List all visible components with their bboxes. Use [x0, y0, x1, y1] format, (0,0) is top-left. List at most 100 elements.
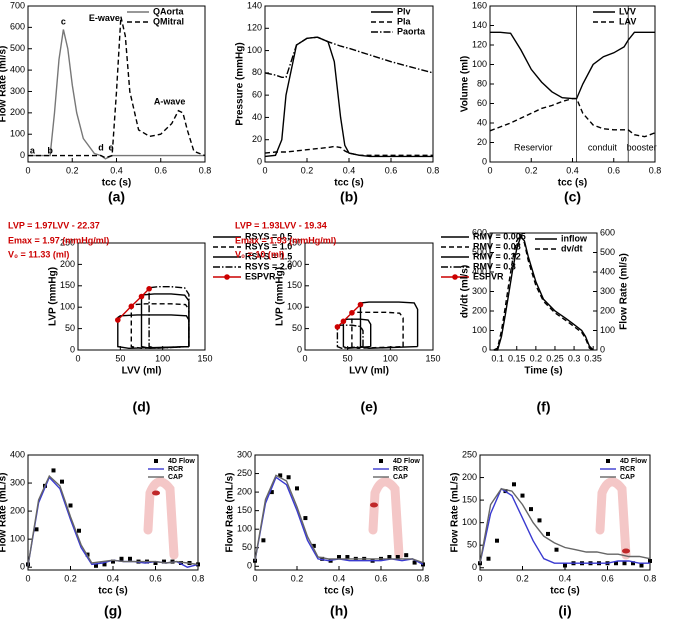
y2-tick-label: 300 — [600, 286, 615, 296]
y-tick-label: 200 — [287, 259, 302, 269]
legend-label: RSYS = 1.5 — [245, 251, 292, 261]
y2-tick-label: 400 — [600, 266, 615, 276]
y-tick-label: 0 — [482, 156, 487, 166]
y-tick-label: 100 — [462, 517, 477, 527]
y-tick-label: 0 — [472, 562, 477, 572]
point — [68, 503, 73, 508]
point — [554, 547, 559, 552]
legend-marker — [379, 459, 383, 463]
phase-label: booster — [627, 142, 657, 152]
aorta-spot — [622, 548, 630, 554]
series-line — [28, 16, 206, 159]
legend-label: QAorta — [153, 6, 184, 16]
point — [94, 563, 98, 568]
y-tick-label: 400 — [10, 64, 25, 74]
y2-tick-label: 200 — [600, 305, 615, 315]
y-tick-label: 100 — [10, 129, 25, 139]
x-tick-label: 0.8 — [192, 573, 205, 583]
series-line — [490, 31, 655, 100]
legend-label: QMitral — [153, 16, 184, 26]
point — [60, 479, 64, 484]
phase-label: conduit — [588, 142, 618, 152]
x-tick-label: 0.3 — [568, 353, 581, 363]
series-line — [493, 235, 594, 351]
plot-frame — [489, 5, 656, 163]
x-tick-label: 0 — [75, 353, 80, 363]
point — [337, 555, 341, 560]
y-tick-label: 400 — [472, 266, 487, 276]
x-tick-label: 0 — [487, 165, 492, 175]
y-tick-label: 80 — [477, 78, 487, 88]
legend-label: Pla — [397, 16, 412, 26]
point — [357, 301, 364, 308]
x-tick-label: 0.4 — [107, 573, 120, 583]
legend-label: CAP — [393, 474, 408, 481]
x-tick-label: 0.25 — [546, 353, 564, 363]
series-line — [351, 311, 404, 350]
point — [128, 556, 132, 561]
y-tick-label: 50 — [242, 542, 252, 552]
legend-label: 4D Flow — [168, 458, 195, 465]
point — [486, 556, 491, 561]
point — [563, 563, 567, 568]
point — [119, 556, 124, 561]
plot-frame — [77, 242, 206, 351]
x-tick-label: 0.8 — [417, 573, 430, 583]
point — [520, 493, 525, 498]
point — [269, 490, 274, 495]
x-tick-label: 0.4 — [333, 573, 346, 583]
legend-label: RMV = 0.32 — [473, 251, 521, 261]
point — [111, 559, 115, 564]
y-tick-label: 100 — [472, 59, 487, 69]
y-tick-label: 500 — [472, 247, 487, 257]
point — [153, 560, 158, 565]
y-tick-label: 140 — [472, 20, 487, 30]
x-tick-label: 0.4 — [343, 165, 356, 175]
point — [495, 538, 499, 543]
aorta-icon — [368, 477, 404, 560]
point — [128, 303, 135, 310]
panel-label: (h) — [330, 603, 348, 619]
x-axis-label: LVV (ml) — [122, 366, 162, 377]
y-tick-label: 200 — [462, 472, 477, 482]
legend-label: LAV — [619, 16, 636, 26]
y-tick-label: 250 — [60, 237, 75, 247]
point — [114, 317, 121, 323]
point — [34, 527, 39, 532]
x-axis-label: tcc (s) — [558, 178, 587, 189]
legend-label: RMV = 0.005 — [473, 231, 526, 241]
legend-label: ESPVR — [245, 271, 276, 281]
annotation: c — [61, 16, 66, 26]
y-tick-label: 100 — [60, 302, 75, 312]
series-line — [479, 487, 650, 564]
y-tick-label: 0 — [297, 344, 302, 354]
y-tick-label: 20 — [252, 134, 262, 144]
y-tick-label: 100 — [472, 325, 487, 335]
x-tick-label: 0 — [252, 573, 257, 583]
series-line — [336, 304, 361, 328]
y-tick-label: 100 — [237, 524, 252, 534]
point — [311, 543, 316, 548]
x-axis-label: LVV (ml) — [349, 366, 389, 377]
x-tick-label: 50 — [115, 353, 125, 363]
x-tick-label: 0.2 — [530, 353, 543, 363]
legend-label: RMV = 0.8 — [473, 261, 516, 271]
legend-marker — [154, 459, 158, 463]
y-tick-label: 250 — [287, 237, 302, 247]
series-line — [264, 36, 433, 158]
y-tick-label: 120 — [247, 23, 262, 33]
legend-label: RSYS = 2.0 — [245, 261, 292, 271]
aorta-spot — [152, 490, 160, 496]
x-tick-label: 0.8 — [427, 165, 440, 175]
point — [395, 555, 400, 560]
aorta-icon — [595, 477, 631, 560]
point — [179, 560, 183, 565]
y-tick-label: 60 — [477, 98, 487, 108]
y-tick-label: 0 — [70, 344, 75, 354]
series-line — [342, 318, 372, 350]
legend-label: 4D Flow — [393, 458, 420, 465]
y-axis-label: LVP (mmHg) — [48, 267, 59, 326]
point — [138, 293, 145, 300]
x-tick-label: 0.6 — [607, 165, 620, 175]
x-tick-label: 0.8 — [644, 573, 657, 583]
